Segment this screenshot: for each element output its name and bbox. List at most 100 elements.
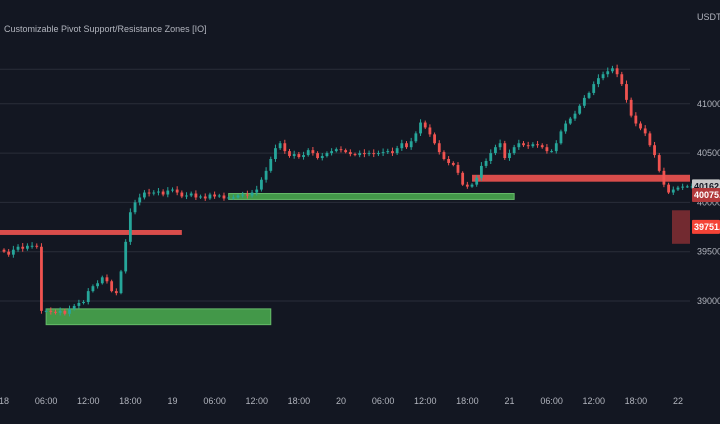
x-tick-label: 12:00 — [414, 396, 437, 406]
candle-body — [685, 186, 689, 188]
candle-body — [264, 170, 268, 180]
candle-body — [44, 310, 48, 312]
candle-body — [30, 245, 34, 247]
candle-body — [531, 144, 535, 147]
candle-body — [671, 189, 675, 193]
candle-body — [526, 145, 530, 147]
x-tick-label: 20 — [336, 396, 346, 406]
candle-body — [498, 143, 502, 148]
resistance-zone — [472, 174, 690, 182]
y-tick-label: 41000.0 — [697, 99, 720, 109]
indicator-title: Customizable Pivot Support/Resistance Zo… — [4, 24, 207, 34]
candle-body — [255, 189, 259, 193]
candle-body — [175, 189, 179, 193]
candle-body — [16, 246, 20, 250]
candle-body — [475, 177, 479, 185]
candle-body — [419, 122, 422, 134]
candle-body — [676, 187, 680, 190]
candle-body — [274, 148, 277, 160]
candle-body — [451, 162, 455, 165]
candle-body — [540, 145, 544, 148]
candle-body — [157, 191, 160, 193]
price-axis[interactable]: USDT 39000.0 39500.0 40000.0 40500.0 41000.0 — [697, 12, 720, 306]
candle-body — [119, 271, 123, 294]
candle-body — [639, 123, 642, 129]
candle-body — [185, 195, 188, 197]
candle-body — [7, 251, 11, 255]
candle-body — [587, 92, 591, 98]
candle-body — [386, 151, 390, 153]
y-tick-label: 39000.0 — [697, 296, 720, 306]
support-zone — [45, 308, 272, 326]
candle-body — [508, 153, 511, 159]
candle-body — [203, 196, 207, 199]
x-tick-label: 06:00 — [35, 396, 58, 406]
candle-body — [114, 291, 118, 294]
candle-body — [241, 194, 245, 196]
candle-body — [620, 74, 624, 85]
candle-body — [194, 193, 198, 198]
candle-body — [325, 153, 329, 157]
resistance-zone — [0, 230, 182, 235]
candle-body — [334, 149, 338, 152]
candle-body — [484, 160, 488, 166]
candle-body — [269, 159, 273, 171]
y-tick-label: 39500.0 — [697, 247, 720, 257]
candle-body — [166, 190, 170, 195]
candle-body — [63, 310, 67, 314]
candle-body — [21, 246, 25, 249]
y-tick-label: 40000.0 — [697, 197, 720, 207]
candle-body — [522, 143, 525, 146]
x-tick-label: 21 — [504, 396, 514, 406]
candle-body — [278, 143, 282, 149]
candle-body — [578, 105, 582, 114]
candle-body — [554, 143, 558, 152]
candle-body — [536, 144, 539, 146]
candle-body — [428, 127, 432, 135]
candle-body — [320, 156, 324, 159]
candle-body — [283, 143, 287, 152]
candle-body — [545, 147, 549, 152]
x-tick-label: 18:00 — [625, 396, 648, 406]
candle-body — [353, 154, 357, 156]
candle-body — [442, 152, 446, 160]
candle-body — [124, 241, 128, 272]
candle-body — [653, 145, 656, 156]
time-axis[interactable]: 18 06:00 12:00 18:00 19 06:00 12:00 18:00 20 06:0… — [0, 396, 683, 406]
candle-body — [377, 153, 380, 155]
price-tag-label: 39751.4 — [694, 222, 720, 232]
candle-body — [138, 197, 142, 203]
candle-body — [316, 153, 319, 159]
x-tick-label: 06:00 — [203, 396, 226, 406]
candle-body — [58, 310, 62, 313]
candle-body — [395, 148, 399, 154]
candle-body — [217, 195, 221, 197]
candle-body — [35, 245, 39, 247]
candle-body — [596, 78, 600, 85]
candle-body — [306, 150, 310, 156]
candle-body — [110, 281, 114, 292]
candle-body — [68, 308, 71, 314]
x-tick-label: 06:00 — [540, 396, 563, 406]
candle-body — [86, 291, 90, 302]
candle-body — [231, 197, 235, 199]
candle-body — [105, 277, 109, 282]
candle-body — [330, 151, 334, 154]
candle-body — [657, 155, 661, 171]
candle-body — [447, 159, 451, 163]
candle-body — [405, 143, 408, 148]
candle-body — [227, 197, 231, 199]
candle-body — [213, 194, 217, 197]
candle-body — [180, 192, 184, 197]
x-tick-label: 18:00 — [456, 396, 479, 406]
candle-body — [77, 302, 81, 306]
candle-body — [96, 283, 100, 287]
candles — [2, 64, 694, 317]
candle-body — [82, 301, 85, 303]
candle-body — [133, 202, 137, 213]
candle-body — [667, 184, 671, 193]
candle-body — [568, 118, 572, 124]
candle-body — [494, 147, 497, 154]
